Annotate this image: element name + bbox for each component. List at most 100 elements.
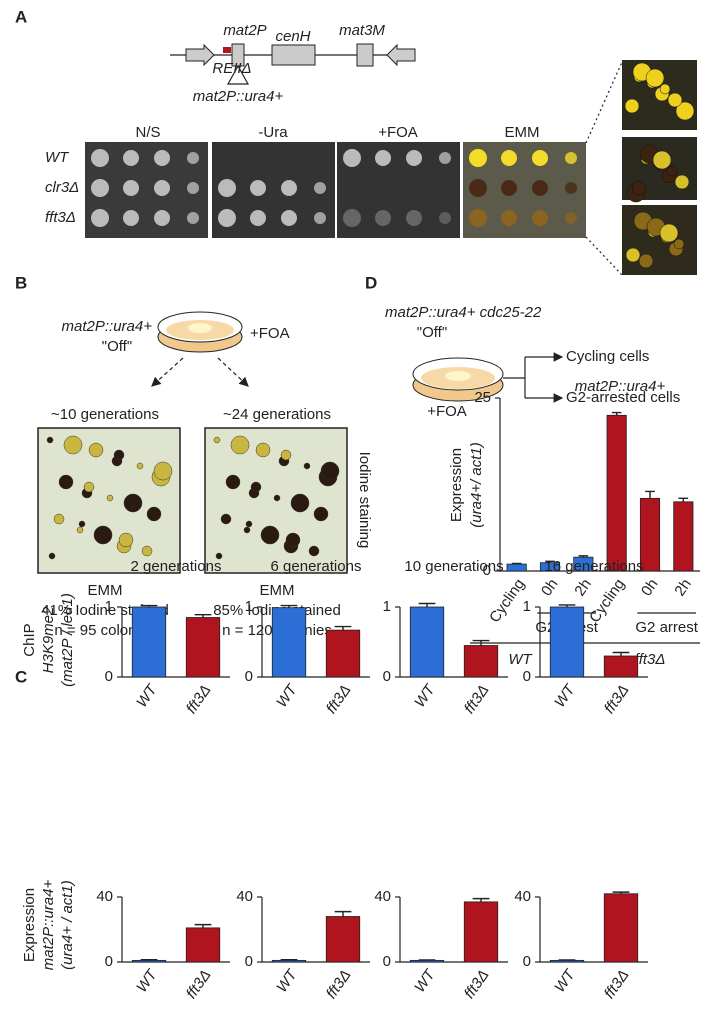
spot bbox=[565, 212, 577, 224]
y-tick-label: 1 bbox=[383, 598, 391, 615]
spot bbox=[565, 152, 577, 164]
y-tick-label: 0 bbox=[383, 953, 391, 970]
colony bbox=[273, 494, 281, 502]
x-tick-label: fft3Δ bbox=[323, 682, 355, 717]
bar bbox=[603, 655, 639, 678]
chart-title: 10 generations bbox=[404, 558, 503, 575]
spot bbox=[123, 150, 139, 166]
stain-label: Iodine staining bbox=[356, 452, 373, 549]
spot bbox=[218, 179, 236, 197]
spot bbox=[187, 152, 199, 164]
y-tick-label: 0 bbox=[383, 668, 391, 685]
colony bbox=[303, 462, 311, 470]
x-tick-label: fft3Δ bbox=[601, 682, 633, 717]
bar bbox=[131, 606, 167, 678]
insertion-triangle bbox=[226, 64, 250, 85]
spot bbox=[501, 180, 517, 196]
colony bbox=[245, 520, 253, 528]
medium-label: +FOA bbox=[250, 325, 290, 342]
colony bbox=[652, 150, 672, 170]
zoom-image bbox=[622, 205, 697, 275]
spot bbox=[532, 180, 548, 196]
chart-title: mat2P::ura4+ bbox=[575, 378, 666, 395]
generation-label: ~24 generations bbox=[223, 406, 331, 423]
colony bbox=[123, 493, 143, 513]
plate-medium: EMM bbox=[260, 582, 295, 599]
rei-element bbox=[223, 47, 231, 53]
x-tick-label: fft3Δ bbox=[461, 967, 493, 1002]
bar bbox=[603, 893, 639, 963]
bar bbox=[606, 414, 627, 572]
gene-label: mat2P bbox=[223, 22, 266, 39]
generation-label: ~10 generations bbox=[51, 406, 159, 423]
x-tick-label: WT bbox=[273, 965, 301, 995]
colony bbox=[76, 526, 84, 534]
spot bbox=[91, 179, 109, 197]
y-tick-label: 1 bbox=[523, 598, 531, 615]
spot bbox=[469, 149, 487, 167]
medium-label: +FOA bbox=[427, 403, 467, 420]
spot bbox=[154, 180, 170, 196]
strain-label: fft3Δ bbox=[45, 209, 76, 226]
medium-label: +FOA bbox=[378, 124, 418, 141]
bar bbox=[271, 607, 307, 678]
x-tick-label: WT bbox=[133, 965, 161, 995]
colony bbox=[255, 442, 271, 458]
y-tick-label: 0 bbox=[105, 953, 113, 970]
bar bbox=[325, 629, 361, 678]
bar bbox=[185, 927, 221, 963]
y-axis-label: mat2P::ura4+ bbox=[40, 880, 57, 971]
y-tick-label: 40 bbox=[96, 888, 113, 905]
y-tick-label: 0 bbox=[523, 953, 531, 970]
bar bbox=[131, 959, 167, 963]
colony bbox=[93, 525, 113, 545]
group-label: WT bbox=[508, 651, 533, 668]
gene-label: cenH bbox=[275, 28, 310, 45]
spot bbox=[250, 180, 266, 196]
strain-label: clr3Δ bbox=[45, 179, 79, 196]
colony bbox=[78, 520, 86, 528]
chart-title: 2 generations bbox=[131, 558, 222, 575]
y-tick-label: 0 bbox=[245, 953, 253, 970]
error-bar bbox=[334, 910, 352, 917]
colony bbox=[118, 532, 134, 548]
chart-title: 16 generations bbox=[544, 558, 643, 575]
spot bbox=[218, 209, 236, 227]
x-tick-label: fft3Δ bbox=[183, 682, 215, 717]
error-bar bbox=[280, 959, 298, 961]
panel-label: B bbox=[15, 273, 27, 292]
cenh-box bbox=[271, 44, 316, 66]
colony bbox=[250, 481, 262, 493]
spot bbox=[154, 210, 170, 226]
spot bbox=[187, 212, 199, 224]
colony bbox=[48, 552, 56, 560]
strain-label: mat2P::ura4+ cdc25-22 bbox=[385, 304, 542, 321]
spot bbox=[565, 182, 577, 194]
colony bbox=[53, 513, 65, 525]
colony bbox=[659, 223, 679, 243]
colony bbox=[320, 461, 340, 481]
bar bbox=[185, 617, 221, 678]
spot bbox=[343, 149, 361, 167]
error-bar bbox=[140, 604, 158, 607]
spot bbox=[187, 182, 199, 194]
bar bbox=[549, 959, 585, 963]
y-tick-label: 0 bbox=[245, 668, 253, 685]
y-axis-label: ChIP bbox=[21, 623, 38, 656]
colony bbox=[113, 449, 125, 461]
zoom-line bbox=[585, 236, 623, 276]
colony bbox=[631, 180, 647, 196]
panel-label: D bbox=[365, 273, 377, 292]
error-bar bbox=[472, 639, 490, 646]
colony bbox=[638, 253, 654, 269]
error-bar bbox=[194, 614, 212, 618]
bar bbox=[673, 501, 694, 572]
medium-label: N/S bbox=[135, 124, 160, 141]
arrow-left-repeat bbox=[185, 43, 215, 67]
y-tick-label: 1 bbox=[105, 598, 113, 615]
colony bbox=[136, 462, 144, 470]
state-label: "Off" bbox=[417, 324, 447, 341]
colony bbox=[58, 474, 74, 490]
x-tick-label: WT bbox=[133, 680, 161, 710]
